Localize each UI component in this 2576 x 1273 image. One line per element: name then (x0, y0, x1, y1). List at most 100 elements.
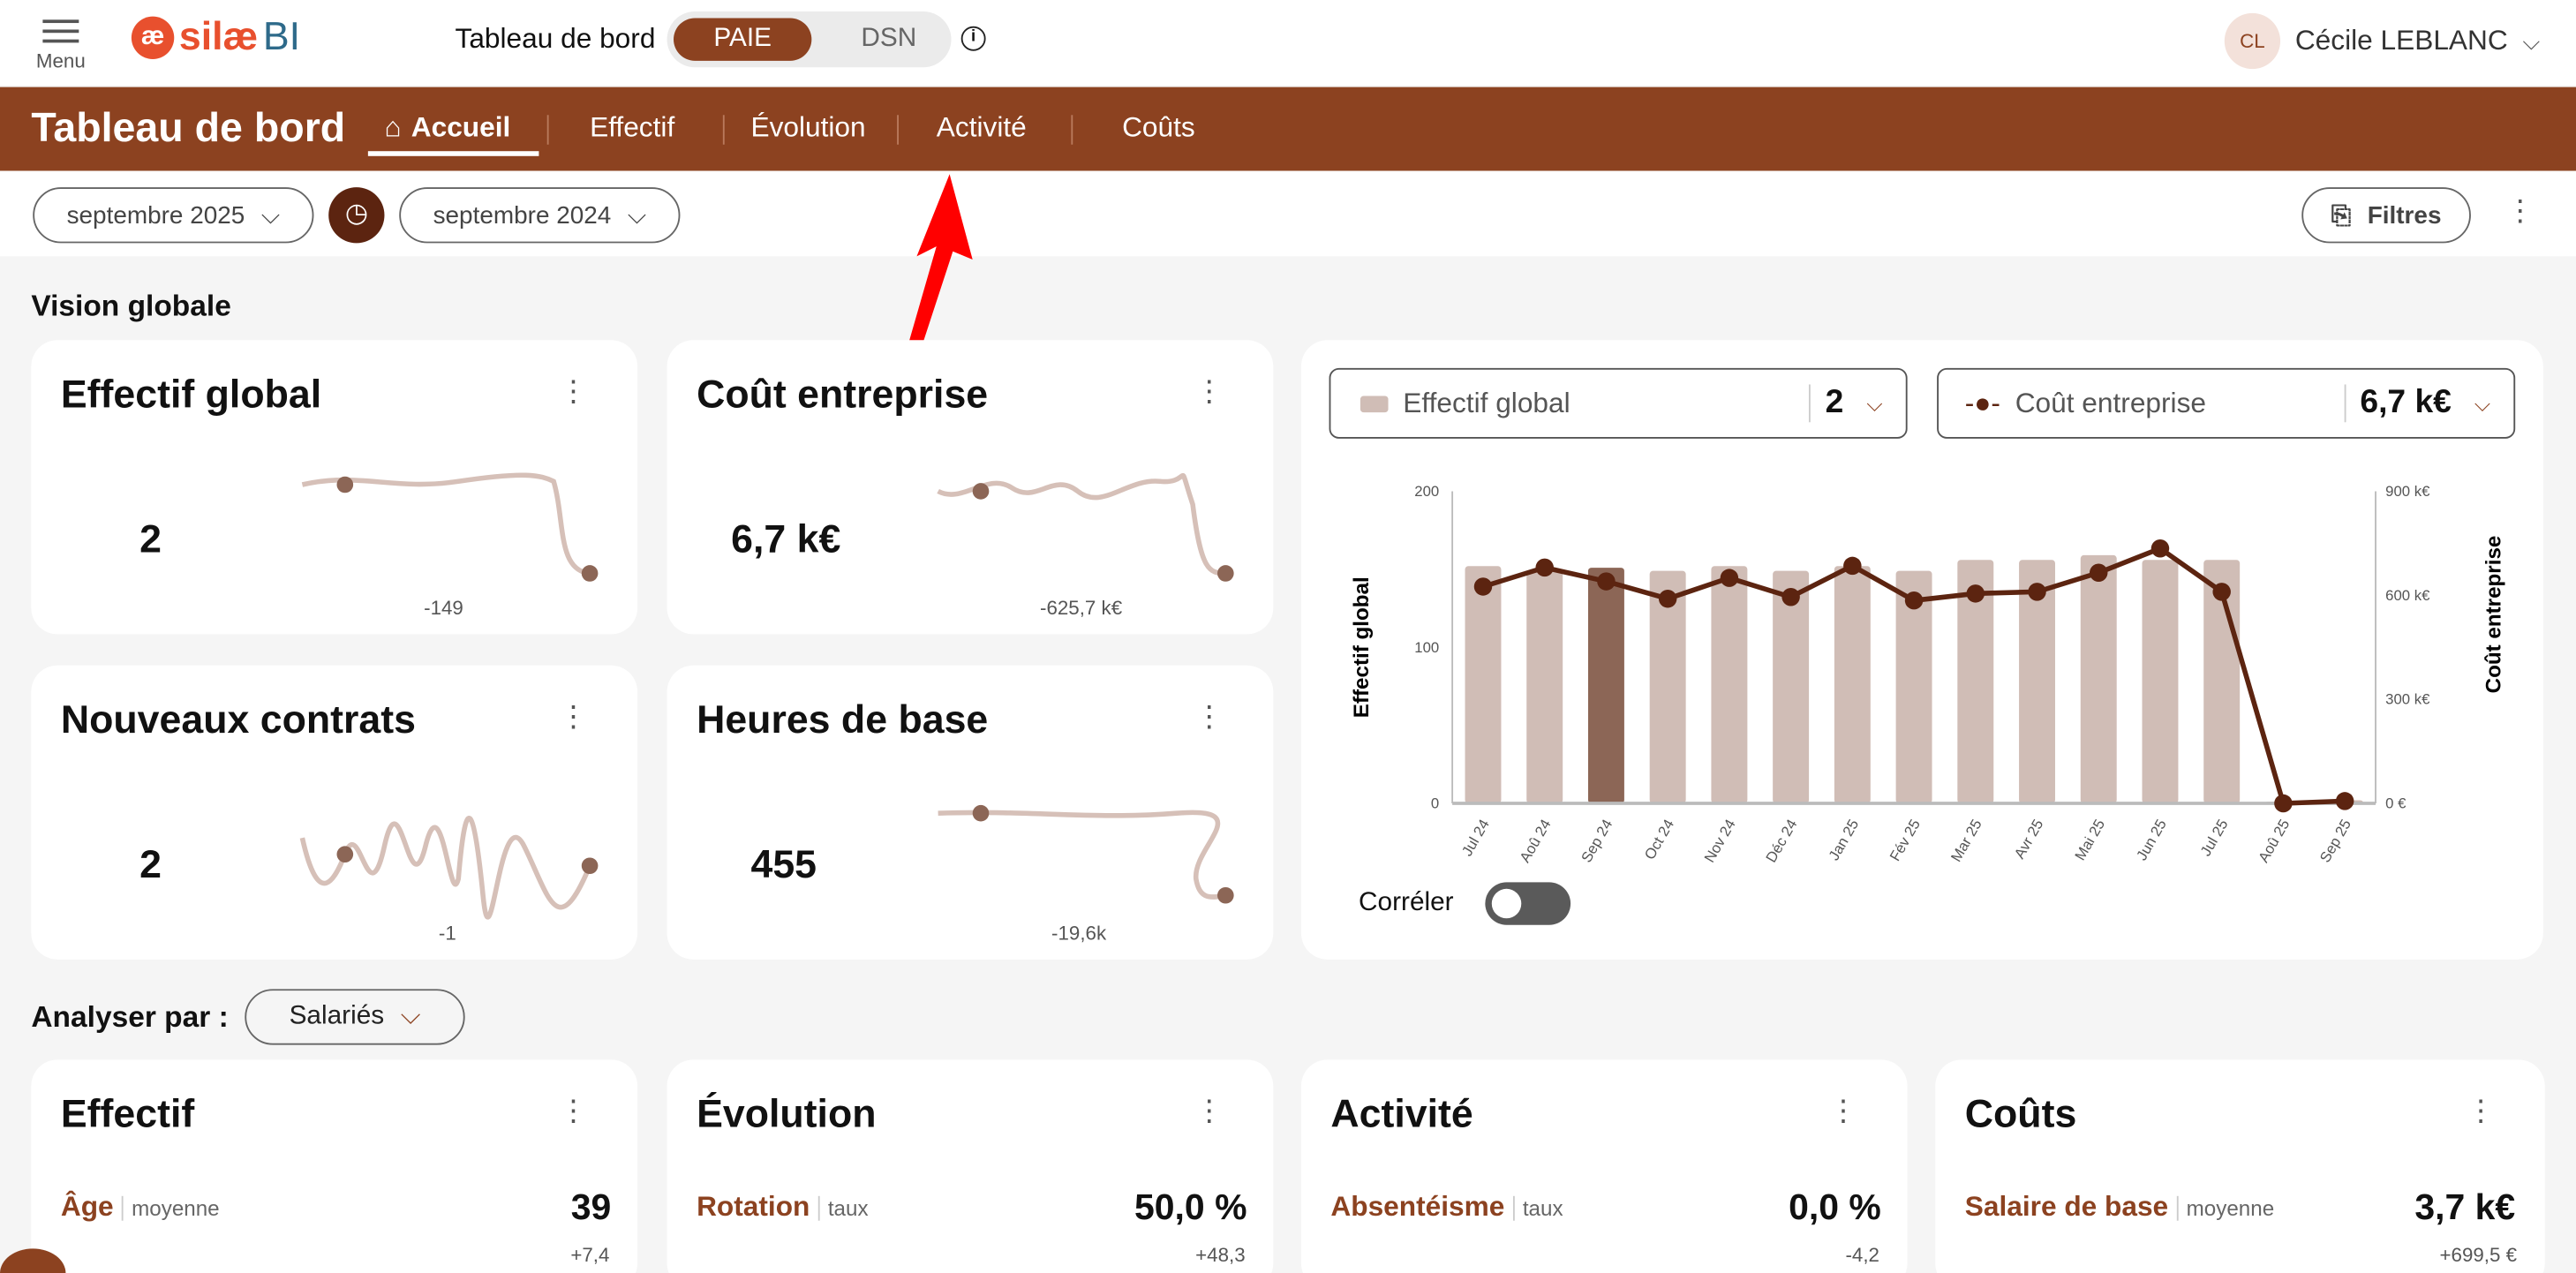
bar-metric-select[interactable]: Effectif global 2 ⌵ (1329, 367, 1908, 439)
chart-card: Effectif global 2 ⌵ -●- Coût entreprise … (1300, 340, 2543, 960)
correlate-toggle[interactable] (1485, 882, 1571, 925)
more-options-icon[interactable]: ⋮ (1828, 1094, 1858, 1127)
kpi-value: 455 (750, 842, 817, 887)
y2-tick-label: 300 k€ (2385, 691, 2430, 708)
x-tick-label: Mar 25 (1947, 817, 1985, 865)
line-point (1535, 558, 1554, 577)
toggle-paie[interactable]: PAIE (674, 18, 812, 61)
metric-row: Âge moyenne 39 (61, 1186, 611, 1229)
card-title: Nouveaux contrats (60, 697, 416, 743)
line-point (1966, 584, 1985, 603)
avatar: CL (2224, 12, 2281, 70)
metric-value: 39 (570, 1186, 612, 1228)
line-point (1597, 572, 1616, 591)
line-metric-value: 6,7 k€ (2343, 384, 2452, 423)
more-options-icon[interactable]: ⋮ (1194, 374, 1224, 408)
compare-period-select[interactable]: septembre 2024 ⌵ (399, 187, 681, 244)
sparkline (937, 472, 1234, 582)
line-point (2335, 792, 2354, 810)
more-options-icon[interactable]: ⋮ (558, 374, 589, 408)
chevron-down-icon: ⌵ (627, 200, 647, 230)
y-tick-label: 200 (1414, 483, 1439, 500)
toggle-dsn[interactable]: DSN (861, 24, 917, 53)
filters-label: Filtres (2367, 200, 2442, 230)
card-title: Effectif (60, 1092, 195, 1137)
metric-value: 0,0 % (1789, 1186, 1881, 1228)
y-axis-title: Effectif global (1350, 576, 1374, 718)
metric-unit: moyenne (2176, 1194, 2274, 1220)
analyse-label: Analyser par : (31, 1000, 229, 1034)
metric-unit: taux (1512, 1194, 1563, 1220)
menu-button[interactable]: Menu (33, 13, 88, 72)
y2-tick-label: 600 k€ (2385, 587, 2430, 604)
line-metric-select[interactable]: -●- Coût entreprise 6,7 k€ ⌵ (1937, 367, 2516, 439)
x-tick-label: Jan 25 (1826, 817, 1863, 863)
logo-icon: æ (131, 16, 175, 59)
y2-tick-label: 900 k€ (2385, 483, 2430, 500)
bar (1957, 560, 1994, 804)
bar-legend-swatch (1360, 395, 1389, 412)
x-tick-label: Jun 25 (2133, 817, 2170, 863)
more-options-icon[interactable]: ⋮ (558, 699, 589, 734)
analyse-value: Salariés (289, 1002, 385, 1030)
tab-activite[interactable]: Activité (936, 111, 1027, 143)
analysis-card[interactable]: Coûts ⋮ Salaire de base moyenne 3,7 k€ +699… (1935, 1059, 2545, 1273)
logo[interactable]: æ silæ BI (131, 15, 300, 61)
more-options-icon[interactable]: ⋮ (2505, 193, 2535, 227)
kpi-delta: -625,7 k€ (1040, 596, 1123, 620)
kpi-card-cout-entreprise[interactable]: Coût entreprise ⋮ 6,7 k€ -625,7 k€ (667, 340, 1274, 635)
tab-evolution[interactable]: Évolution (750, 111, 866, 143)
kpi-card-nouveaux-contrats[interactable]: Nouveaux contrats ⋮ 2 -1 (31, 665, 638, 960)
more-options-icon[interactable]: ⋮ (558, 1094, 589, 1127)
kpi-delta: -19,6k (1051, 922, 1107, 945)
bar (2142, 560, 2179, 804)
filters-button[interactable]: ⎘ Filtres (2301, 187, 2471, 244)
line-point (2274, 794, 2293, 813)
line-point (1904, 591, 1924, 610)
x-tick-label: Aoû 24 (1517, 817, 1555, 865)
bar (1773, 570, 1810, 804)
more-options-icon[interactable]: ⋮ (1194, 699, 1224, 734)
user-menu[interactable]: CL Cécile LEBLANC ⌵ (2224, 12, 2541, 70)
chevron-down-icon: ⌵ (2474, 389, 2491, 415)
compare-clock-icon[interactable]: ◷ (328, 187, 385, 244)
more-options-icon[interactable]: ⋮ (2466, 1094, 2496, 1127)
y2-axis-title: Coût entreprise (2482, 536, 2505, 694)
combo-chart: 0 100 200 0 € 300 k€ 600 k€ 900 k€ Jul 24 Aoû 24… (1350, 483, 2505, 865)
metric-delta: +7,4 (570, 1243, 610, 1267)
x-tick-label: Fév 25 (1887, 817, 1924, 864)
tab-couts[interactable]: Coûts (1122, 111, 1195, 143)
x-tick-label: Oct 24 (1641, 817, 1677, 862)
analysis-card[interactable]: Effectif ⋮ Âge moyenne 39 +7,4 (31, 1059, 638, 1273)
line-point (2212, 583, 2231, 601)
sparkline (299, 815, 599, 920)
tab-accueil[interactable]: ⌂ Accueil (384, 112, 510, 145)
kpi-value: 6,7 k€ (731, 517, 841, 562)
bar (1526, 570, 1563, 804)
analyse-select[interactable]: Salariés ⌵ (245, 989, 465, 1045)
info-icon[interactable]: i (960, 26, 986, 51)
line-point (1473, 577, 1493, 596)
analysis-card[interactable]: Activité ⋮ Absentéisme taux 0,0 % -4,2 (1300, 1059, 1908, 1273)
card-title: Évolution (697, 1092, 877, 1137)
tab-effectif[interactable]: Effectif (590, 111, 675, 143)
card-title: Coûts (1964, 1092, 2077, 1137)
chevron-down-icon: ⌵ (260, 200, 281, 230)
x-tick-label: Nov 24 (1701, 817, 1739, 865)
bar-metric-value: 2 (1808, 384, 1843, 423)
period-select[interactable]: septembre 2025 ⌵ (33, 187, 314, 244)
x-tick-label: Avr 25 (2011, 817, 2046, 862)
more-options-icon[interactable]: ⋮ (1194, 1094, 1224, 1127)
bar (2080, 554, 2117, 804)
main-nav: Tableau de bord ⌂ Accueil Effectif Évolut… (0, 87, 2576, 171)
home-icon: ⌂ (384, 111, 402, 143)
analysis-card[interactable]: Évolution ⋮ Rotation taux 50,0 % +48,3 (667, 1059, 1274, 1273)
kpi-delta: -1 (438, 922, 456, 945)
line-point (1843, 556, 1862, 576)
metric-row: Absentéisme taux 0,0 % (1330, 1186, 1880, 1229)
paie-dsn-toggle[interactable]: PAIE DSN (667, 11, 952, 68)
kpi-card-effectif-global[interactable]: Effectif global ⋮ 2 -149 (31, 340, 638, 635)
compare-period-value: septembre 2024 (433, 200, 612, 230)
kpi-card-heures-de-base[interactable]: Heures de base ⋮ 455 -19,6k (667, 665, 1274, 960)
chevron-down-icon: ⌵ (2522, 26, 2541, 54)
